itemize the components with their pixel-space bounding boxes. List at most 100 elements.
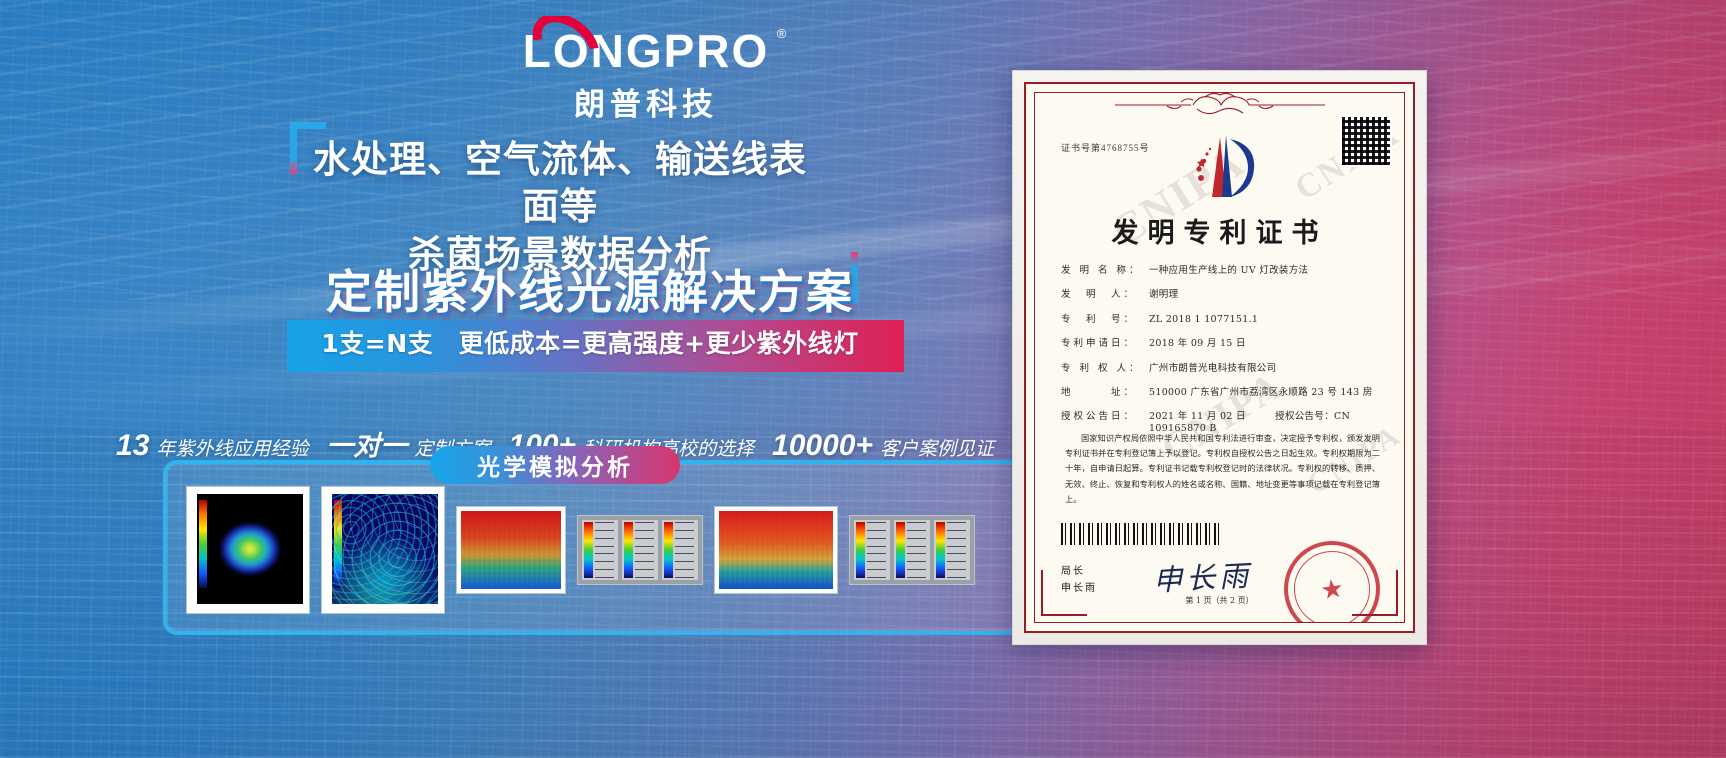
certificate-paragraph: 国家知识产权局依照中华人民共和国专利法进行审查，决定授予专利权，颁发发明专利证书… — [1065, 433, 1380, 504]
background-roof-texture — [0, 0, 1726, 300]
colorbar-icon — [199, 500, 207, 588]
legend-ticks — [867, 522, 888, 578]
registered-trademark-icon: ® — [776, 26, 787, 41]
bracket-top-left-icon — [290, 122, 326, 174]
thumbnail-scatter-intensity-map[interactable] — [321, 486, 445, 614]
beam-profile-plot — [197, 494, 303, 604]
field-value: 谢明理 — [1149, 289, 1179, 301]
colorbar-icon — [584, 522, 593, 578]
field-key: 专利申请日： — [1061, 338, 1137, 350]
heatmap-field — [719, 511, 833, 589]
gaussian-beam-blob — [219, 522, 281, 576]
field-key: 专 利 权 人： — [1061, 362, 1142, 374]
stat-number: 10000+ — [772, 429, 873, 462]
scatter-plot — [332, 494, 438, 604]
field-value: 一种应用生产线上的 UV 灯改装方法 — [1149, 265, 1309, 276]
headline-block: 水处理、空气流体、输送线表面等 杀菌场景数据分析 — [290, 122, 858, 305]
field-key: 发 明 名 称： — [1061, 265, 1142, 276]
legend-ticks — [907, 522, 928, 578]
heatmap-field — [461, 511, 561, 589]
slogan-sub-text: 1支=N支 更低成本=更高强度+更少紫外线灯 — [321, 328, 859, 358]
patent-certificate: CNIPA CNIPA CNIPA CNIPA — [1012, 70, 1427, 645]
stat-label: 客户案例见证 — [879, 438, 994, 460]
field-value: 广州市朗普光电科技有限公司 — [1149, 362, 1277, 374]
legend-ticks — [675, 522, 696, 578]
legend-ticks — [947, 522, 968, 578]
logo-wordmark-row: LONGPRO ® — [522, 16, 786, 77]
certificate-fields: 发 明 名 称： 一种应用生产线上的 UV 灯改装方法 发 明 人： 谢明理 专… — [1061, 265, 1382, 447]
ornamental-flourish-icon — [1114, 93, 1325, 115]
simulation-thumbnail-strip — [180, 482, 1118, 618]
legend-row — [854, 520, 970, 580]
brand-logo: LONGPRO ® 朗普科技 — [486, 16, 806, 124]
headline-line-1: 水处理、空气流体、输送线表面等 — [313, 138, 807, 229]
certificate-field-row: 专利申请日： 2018 年 09 月 15 日 — [1061, 338, 1382, 349]
certificate-number: 证书号第4768755号 — [1061, 143, 1150, 153]
optical-simulation-panel — [163, 460, 1135, 635]
stat-item: 13 年紫外线应用经验 — [116, 429, 308, 463]
colorbar-icon — [334, 500, 342, 588]
certificate-field-row: 发 明 人： 谢明理 — [1061, 289, 1382, 300]
legend-box — [582, 520, 618, 580]
handwritten-signature: 申长雨 — [1152, 558, 1253, 598]
certificate-inner-frame: CNIPA CNIPA CNIPA CNIPA — [1024, 82, 1415, 633]
field-key: 授权公告日： — [1061, 411, 1137, 423]
certificate-field-row: 专 利 号： ZL 2018 1 1077151.1 — [1061, 314, 1382, 325]
corner-ornament-bottom-right-icon — [1352, 570, 1398, 616]
field-value: 2018 年 09 月 15 日 — [1149, 338, 1246, 350]
thumbnail-colorbar-legend-panel-2[interactable] — [849, 515, 975, 585]
colorbar-icon — [664, 522, 673, 578]
certificate-title: 发明专利证书 — [1111, 218, 1328, 249]
bracket-bottom-right-icon — [822, 252, 858, 305]
slogan-main-text: 定制紫外线光源解决方案 — [326, 265, 854, 319]
thumbnail-beam-profile-gaussian[interactable] — [186, 486, 310, 614]
legend-box — [662, 520, 698, 580]
barcode-icon — [1061, 523, 1221, 545]
certificate-field-row: 发 明 名 称： 一种应用生产线上的 UV 灯改装方法 — [1061, 265, 1382, 276]
legend-box — [622, 520, 658, 580]
cnipa-emblem-icon — [1195, 135, 1254, 197]
corner-ornament-bottom-left-icon — [1041, 570, 1087, 616]
logo-wordmark: LONGPRO — [522, 25, 770, 77]
field-value: 510000 广东省广州市荔湾区永顺路 23 号 143 房 — [1149, 386, 1373, 398]
optical-simulation-badge: 光学模拟分析 — [430, 446, 680, 484]
legend-box — [854, 520, 890, 580]
thumbnail-irradiance-heatmap-2[interactable] — [714, 506, 838, 594]
thumbnail-colorbar-legend-panel-1[interactable] — [577, 515, 703, 585]
stat-number: 13 — [116, 429, 150, 462]
slogan-gradient-bar — [287, 320, 904, 372]
signature-label-name: 申长雨 — [1061, 583, 1097, 594]
legend-ticks — [595, 522, 616, 578]
colorbar-icon — [624, 522, 633, 578]
certificate-field-row: 专 利 权 人： 广州市朗普光电科技有限公司 — [1061, 363, 1382, 374]
colorbar-icon — [856, 522, 865, 578]
certificate-signature-labels: 局长 申长雨 — [1061, 563, 1097, 597]
certificate-page-note: 第 1 页（共 2 页） — [1185, 596, 1254, 605]
legend-box — [934, 520, 970, 580]
legend-box — [894, 520, 930, 580]
stats-row: 13 年紫外线应用经验 一对一 定制方案 100+ 科研机构高校的选择 1000… — [105, 424, 1005, 463]
field-key: 专 利 号： — [1061, 313, 1137, 325]
signature-label-director: 局长 — [1061, 566, 1085, 577]
field-key: 发 明 人： — [1061, 289, 1137, 301]
legend-ticks — [635, 522, 656, 578]
qr-code-icon — [1340, 115, 1392, 167]
scatter-speckle-layer — [332, 494, 438, 604]
stat-item: 10000+ 客户案例见证 — [772, 429, 994, 463]
logo-wordmark-cn: 朗普科技 — [574, 87, 718, 123]
slogan-block: 定制紫外线光源解决方案 1支=N支 更低成本=更高强度+更少紫外线灯 — [240, 265, 940, 372]
field-value: 2021 年 11 月 02 日 授权公告号：CN 109165870 B — [1149, 411, 1351, 434]
certificate-sheet: CNIPA CNIPA CNIPA CNIPA — [1034, 92, 1405, 623]
field-key: 地 址： — [1061, 386, 1137, 398]
stat-number: 一对一 — [326, 431, 408, 462]
colorbar-icon — [936, 522, 945, 578]
colorbar-icon — [896, 522, 905, 578]
stat-label: 年紫外线应用经验 — [156, 438, 309, 460]
thumbnail-irradiance-heatmap-1[interactable] — [456, 506, 566, 594]
certificate-field-row: 授权公告日： 2021 年 11 月 02 日 授权公告号：CN 1091658… — [1061, 411, 1382, 434]
certificate-field-row: 地 址： 510000 广东省广州市荔湾区永顺路 23 号 143 房 — [1061, 387, 1382, 398]
headline-line-2: 杀菌场景数据分析 — [408, 232, 712, 276]
field-value: ZL 2018 1 1077151.1 — [1149, 313, 1259, 325]
